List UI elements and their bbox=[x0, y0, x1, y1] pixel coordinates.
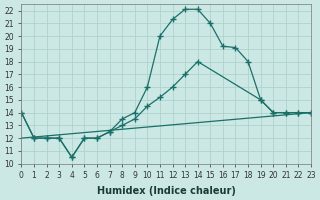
X-axis label: Humidex (Indice chaleur): Humidex (Indice chaleur) bbox=[97, 186, 236, 196]
